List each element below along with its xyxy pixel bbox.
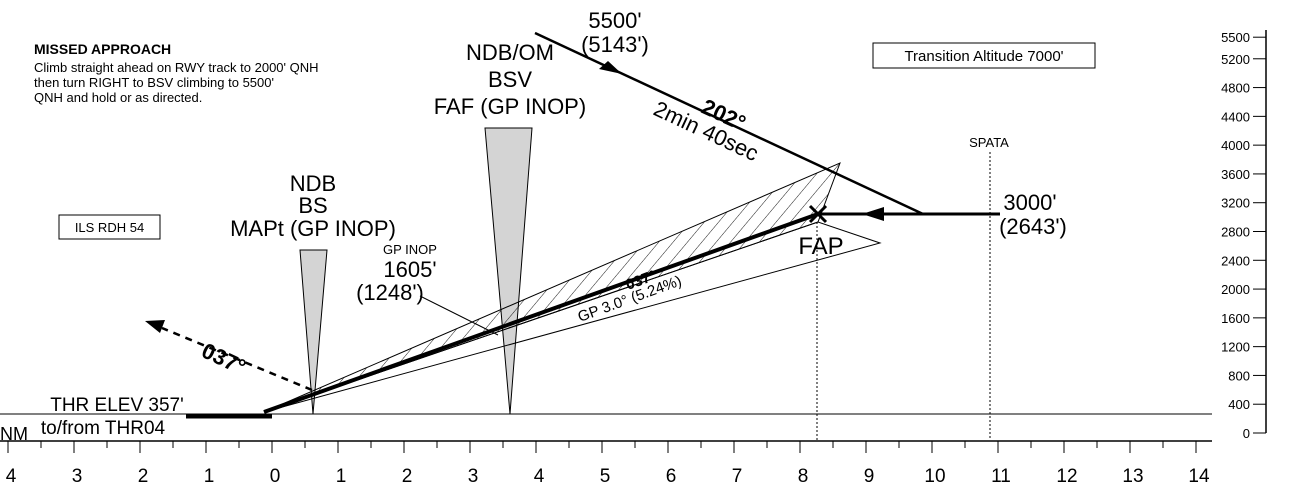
transition-altitude-label: Transition Altitude 7000' [904, 48, 1063, 65]
altitude-tick-label: 2000 [1221, 282, 1250, 297]
altitude-tick-label: 1200 [1221, 340, 1250, 355]
nm-tick-label: 0 [270, 466, 281, 487]
nm-tick-label: 14 [1188, 466, 1210, 487]
missed-approach-text: MISSED APPROACH Climb straight ahead on … [34, 41, 319, 105]
ndb-mapt-cone [299, 249, 328, 415]
fap-altitude-hat: (2643') [999, 214, 1067, 239]
altitude-tick-label: 5200 [1221, 52, 1250, 67]
altitude-tick-label: 800 [1228, 368, 1250, 383]
inbound-altitude-hat: (5143') [581, 32, 649, 57]
altitude-tick-label: 5500 [1221, 30, 1250, 45]
distance-scale: NM 4 3 2 1 0 1 2 3 4 5 6 7 8 9 10 11 12 13 14 [0, 424, 1212, 487]
altitude-tick-label: 1600 [1221, 311, 1250, 326]
altitude-tick-label: 4000 [1221, 138, 1250, 153]
fap-arrow [862, 207, 884, 221]
nm-tick-label: 2 [402, 466, 413, 487]
ndb-mapt-line-2: BS [298, 193, 327, 218]
gp-inop-altitude-hat: (1248') [356, 280, 424, 305]
protection-wedge-hatched [263, 162, 841, 413]
nm-tick-label: 13 [1122, 466, 1143, 487]
nm-tick-label: 5 [600, 466, 611, 487]
missed-approach-arrow [145, 320, 165, 333]
nm-tick-label: 3 [72, 466, 83, 487]
altitude-tick-label: 2800 [1221, 225, 1250, 240]
altitude-tick-label: 3200 [1221, 196, 1250, 211]
fap-label: FAP [798, 233, 843, 260]
inbound-track [534, 31, 924, 216]
fap-altitude: 3000' [1003, 190, 1056, 215]
gp-inop-label: GP INOP [383, 242, 437, 257]
nm-tick-label: 10 [924, 466, 945, 487]
gp-inop-pointer [419, 295, 499, 336]
nm-tick-label: 2 [138, 466, 149, 487]
ndb-om-line-1: NDB/OM [466, 40, 554, 65]
altitude-tick-label: 4400 [1221, 109, 1250, 124]
ndb-om-cone [484, 127, 533, 415]
nm-tick-label: 4 [534, 466, 545, 487]
distance-scale-unit: NM [0, 424, 28, 444]
inbound-arrow [599, 61, 622, 74]
missed-approach-track [161, 326, 313, 392]
ils-rdh-box: ILS RDH 54 [58, 214, 161, 240]
nm-tick-label: 6 [666, 466, 677, 487]
nm-tick-label: 8 [798, 466, 809, 487]
inbound-altitude: 5500' [588, 8, 641, 33]
nm-tick-label: 1 [336, 466, 347, 487]
gp-inop-altitude: 1605' [383, 257, 436, 282]
altitude-tick-label: 3600 [1221, 167, 1250, 182]
nm-tick-label: 1 [204, 466, 215, 487]
ndb-mapt-line-1: NDB [290, 171, 336, 196]
missed-approach-line-1: Climb straight ahead on RWY track to 200… [34, 60, 319, 75]
altitude-tick-label: 400 [1228, 397, 1250, 412]
nm-tick-label: 4 [6, 466, 17, 487]
altitude-tick-label: 2400 [1221, 253, 1250, 268]
nm-tick-label: 12 [1056, 466, 1077, 487]
nm-tick-label: 11 [991, 466, 1011, 487]
missed-approach-course: 037° [198, 338, 250, 380]
protection-wedge-lower [263, 221, 882, 413]
threshold-elevation: THR ELEV 357' [50, 395, 184, 416]
altitude-tick-label: 4800 [1221, 81, 1250, 96]
nm-tick-label: 3 [468, 466, 479, 487]
threshold-reference: to/from THR04 [41, 418, 166, 439]
missed-approach-title: MISSED APPROACH [34, 41, 171, 57]
ils-rdh-label: ILS RDH 54 [75, 220, 144, 235]
missed-approach-line-2: then turn RIGHT to BSV climbing to 5500' [34, 75, 274, 90]
ndb-om-line-3: FAF (GP INOP) [434, 94, 586, 119]
altitude-scale: 5500520048004400400036003200280024002000… [1221, 30, 1267, 441]
nm-tick-label: 9 [864, 466, 875, 487]
altitude-tick-label: 0 [1243, 426, 1250, 441]
ndb-om-line-2: BSV [488, 67, 532, 92]
final-approach-path [263, 212, 819, 414]
ndb-mapt-line-3: MAPt (GP INOP) [230, 216, 396, 241]
spata-label: SPATA [969, 135, 1009, 150]
transition-altitude-box: Transition Altitude 7000' [872, 42, 1096, 69]
fap-cross-icon [808, 204, 828, 224]
nm-tick-label: 7 [732, 466, 743, 487]
missed-approach-line-3: QNH and hold or as directed. [34, 90, 202, 105]
